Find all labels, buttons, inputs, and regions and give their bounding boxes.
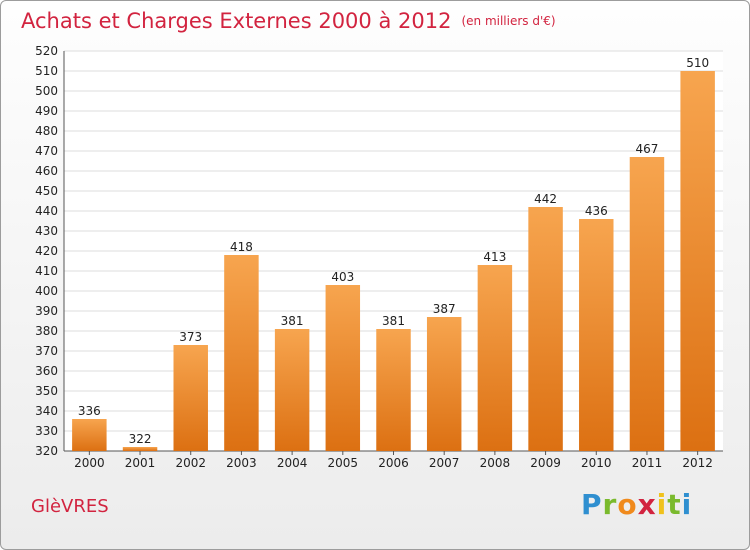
bar — [579, 219, 614, 451]
bar — [426, 317, 462, 451]
data-label: 510 — [686, 56, 709, 70]
y-tick-label: 320 — [35, 444, 58, 458]
data-label: 442 — [534, 192, 557, 206]
logo-letter: o — [617, 488, 638, 521]
x-tick-label: 2001 — [125, 456, 156, 470]
data-label: 387 — [433, 302, 456, 316]
logo-letter: i — [681, 488, 693, 521]
chart-title-text: Achats et Charges Externes 2000 à 2012 — [21, 9, 452, 33]
commune-name: GlèVRES — [31, 496, 109, 517]
data-label: 436 — [585, 204, 608, 218]
x-tick-label: 2012 — [682, 456, 713, 470]
chart-unit: (en milliers d'€) — [461, 14, 556, 28]
x-tick-label: 2004 — [277, 456, 308, 470]
x-tick-label: 2002 — [175, 456, 206, 470]
data-label: 467 — [636, 142, 659, 156]
x-tick-label: 2011 — [632, 456, 663, 470]
data-label: 322 — [129, 432, 152, 446]
logo-letter: x — [637, 488, 657, 521]
data-label: 336 — [78, 404, 101, 418]
x-tick-label: 2000 — [74, 456, 105, 470]
y-tick-label: 380 — [35, 324, 58, 338]
y-tick-label: 410 — [35, 264, 58, 278]
bar — [72, 419, 107, 451]
x-tick-label: 2009 — [530, 456, 561, 470]
y-tick-label: 400 — [35, 284, 58, 298]
y-tick-label: 440 — [35, 204, 58, 218]
data-label: 413 — [483, 250, 506, 264]
y-tick-label: 460 — [35, 164, 58, 178]
y-tick-label: 360 — [35, 364, 58, 378]
bar — [629, 157, 665, 451]
x-tick-label: 2010 — [581, 456, 612, 470]
data-label: 418 — [230, 240, 253, 254]
bar — [528, 207, 563, 451]
y-tick-label: 510 — [35, 64, 58, 78]
y-tick-label: 340 — [35, 404, 58, 418]
y-tick-label: 370 — [35, 344, 58, 358]
y-tick-label: 490 — [35, 104, 58, 118]
logo-letter: P — [581, 488, 603, 521]
data-label: 403 — [331, 270, 354, 284]
y-tick-label: 480 — [35, 124, 58, 138]
y-tick-label: 450 — [35, 184, 58, 198]
bar — [477, 265, 513, 451]
data-label: 381 — [382, 314, 405, 328]
x-tick-label: 2003 — [226, 456, 257, 470]
bar — [680, 71, 715, 451]
logo-letter: i — [656, 488, 668, 521]
bar — [224, 255, 259, 451]
y-tick-label: 470 — [35, 144, 58, 158]
x-tick-label: 2007 — [429, 456, 460, 470]
y-tick-label: 420 — [35, 244, 58, 258]
bar — [122, 447, 158, 451]
x-tick-label: 2006 — [378, 456, 409, 470]
y-tick-label: 390 — [35, 304, 58, 318]
bar — [325, 285, 361, 451]
logo-letter: t — [667, 488, 682, 521]
data-label: 373 — [179, 330, 202, 344]
x-tick-label: 2008 — [480, 456, 511, 470]
x-tick-label: 2005 — [328, 456, 359, 470]
proxiti-logo: Proxiti — [581, 488, 692, 521]
chart-title: Achats et Charges Externes 2000 à 2012 (e… — [21, 9, 556, 33]
bar — [173, 345, 208, 451]
y-tick-label: 500 — [35, 84, 58, 98]
y-tick-label: 350 — [35, 384, 58, 398]
bar — [376, 329, 411, 451]
data-label: 381 — [281, 314, 304, 328]
logo-letter: r — [602, 488, 618, 521]
bar — [274, 329, 310, 451]
y-tick-label: 520 — [35, 44, 58, 58]
y-tick-label: 430 — [35, 224, 58, 238]
y-tick-label: 330 — [35, 424, 58, 438]
